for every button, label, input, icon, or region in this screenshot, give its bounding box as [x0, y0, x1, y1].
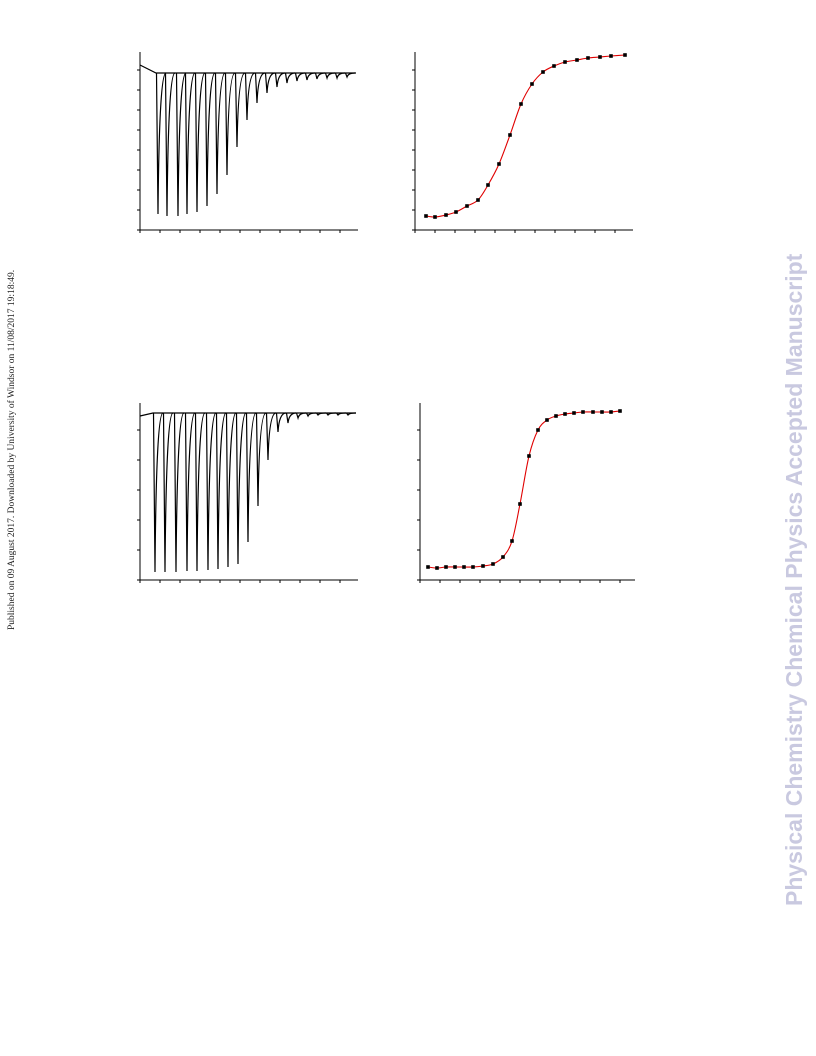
- injection-peak: [294, 72, 306, 82]
- data-point: [481, 564, 485, 568]
- injection-peak: [265, 412, 277, 461]
- injection-peak: [173, 412, 185, 573]
- injection-peak: [316, 412, 327, 417]
- data-point: [609, 54, 613, 58]
- injection-peak: [305, 412, 317, 418]
- data-point: [600, 410, 604, 414]
- data-point: [519, 102, 523, 106]
- injection-peak: [314, 72, 326, 80]
- injection-peak: [184, 72, 196, 215]
- data-point: [530, 82, 534, 86]
- data-point: [462, 565, 466, 569]
- data-point: [598, 55, 602, 59]
- injection-peak: [264, 72, 276, 94]
- injection-peak: [194, 72, 206, 213]
- injection-peak: [334, 72, 346, 81]
- data-point: [435, 566, 439, 570]
- injection-peak: [184, 412, 196, 572]
- data-point: [497, 162, 501, 166]
- fit-curve: [425, 54, 626, 218]
- data-point: [572, 411, 576, 415]
- injection-peak: [346, 412, 357, 417]
- data-point: [501, 555, 505, 559]
- data-point: [586, 56, 590, 60]
- data-point: [471, 565, 475, 569]
- data-point: [486, 183, 490, 187]
- data-point: [581, 410, 585, 414]
- data-point: [541, 70, 545, 74]
- injection-peak: [326, 412, 337, 417]
- injection-peak: [254, 72, 266, 104]
- injection-peak: [285, 412, 297, 424]
- injection-peak: [274, 72, 286, 88]
- injection-peak: [336, 412, 347, 417]
- data-point: [618, 409, 622, 413]
- injection-peak: [155, 72, 167, 215]
- data-point: [510, 539, 514, 543]
- injection-peak: [215, 412, 227, 570]
- fit-curve: [427, 410, 621, 569]
- side-note: Published on 09 August 2017. Downloaded …: [6, 270, 17, 630]
- injection-peak: [204, 72, 216, 207]
- injection-peak: [244, 72, 256, 121]
- injection-peak: [275, 412, 287, 433]
- injection-peak: [224, 72, 236, 176]
- data-point: [444, 213, 448, 217]
- data-point: [491, 562, 495, 566]
- data-point: [426, 565, 430, 569]
- data-point: [563, 412, 567, 416]
- data-point: [563, 60, 567, 64]
- data-point: [591, 410, 595, 414]
- injection-peak: [175, 72, 187, 217]
- data-point: [623, 53, 627, 57]
- data-point: [545, 418, 549, 422]
- injection-peak: [344, 72, 356, 79]
- data-point: [454, 210, 458, 214]
- data-point: [518, 502, 522, 506]
- injection-peak: [304, 72, 316, 81]
- data-point: [552, 64, 556, 68]
- injection-peak: [295, 412, 307, 421]
- data-point: [433, 215, 437, 219]
- data-point: [575, 58, 579, 62]
- data-point: [508, 133, 512, 137]
- injection-peak: [324, 72, 336, 81]
- injection-peak: [234, 72, 246, 148]
- injection-peak: [162, 412, 174, 573]
- injection-peak: [235, 412, 247, 565]
- data-point: [453, 565, 457, 569]
- data-point: [465, 204, 469, 208]
- watermark: Physical Chemistry Chemical Physics Acce…: [781, 253, 807, 906]
- data-point: [424, 214, 428, 218]
- baseline: [139, 412, 356, 417]
- data-point: [554, 414, 558, 418]
- data-point: [536, 428, 540, 432]
- data-point: [609, 410, 613, 414]
- baseline: [139, 64, 356, 74]
- injection-peak: [164, 72, 176, 217]
- injection-peak: [255, 412, 267, 507]
- injection-peak: [225, 412, 237, 568]
- injection-peak: [152, 412, 164, 573]
- injection-peak: [205, 412, 217, 571]
- data-point: [476, 198, 480, 202]
- injection-peak: [214, 72, 226, 195]
- injection-peak: [284, 72, 296, 84]
- data-point: [527, 454, 531, 458]
- data-point: [444, 565, 448, 569]
- injection-peak: [245, 412, 257, 543]
- injection-peak: [194, 412, 206, 572]
